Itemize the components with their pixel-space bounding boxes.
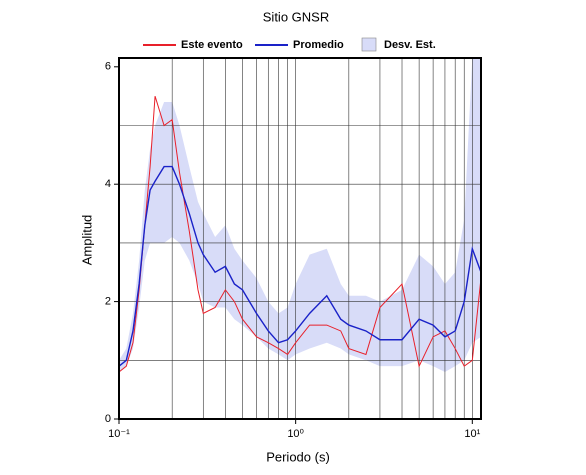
series-line [118, 165, 482, 367]
chart-title: Sitio GNSR [263, 9, 329, 24]
x-tick-label: 10⁰ [287, 428, 304, 440]
series-line [118, 96, 482, 373]
legend-label: Este evento [181, 39, 243, 51]
std-band [119, 58, 481, 373]
legend-label: Promedio [293, 39, 344, 51]
y-tick-label: 6 [105, 61, 111, 73]
plot-frame [118, 57, 482, 420]
legend-swatch [361, 37, 377, 52]
y-axis-label: Amplitud [79, 215, 94, 266]
legend-label: Desv. Est. [384, 39, 436, 51]
x-tick-label: 10¹ [464, 428, 480, 440]
y-tick-label: 0 [105, 413, 111, 425]
x-axis-label: Periodo (s) [266, 449, 330, 464]
y-tick-label: 2 [105, 296, 111, 308]
x-tick-label: 10⁻¹ [108, 428, 130, 440]
y-tick-label: 4 [105, 178, 111, 190]
